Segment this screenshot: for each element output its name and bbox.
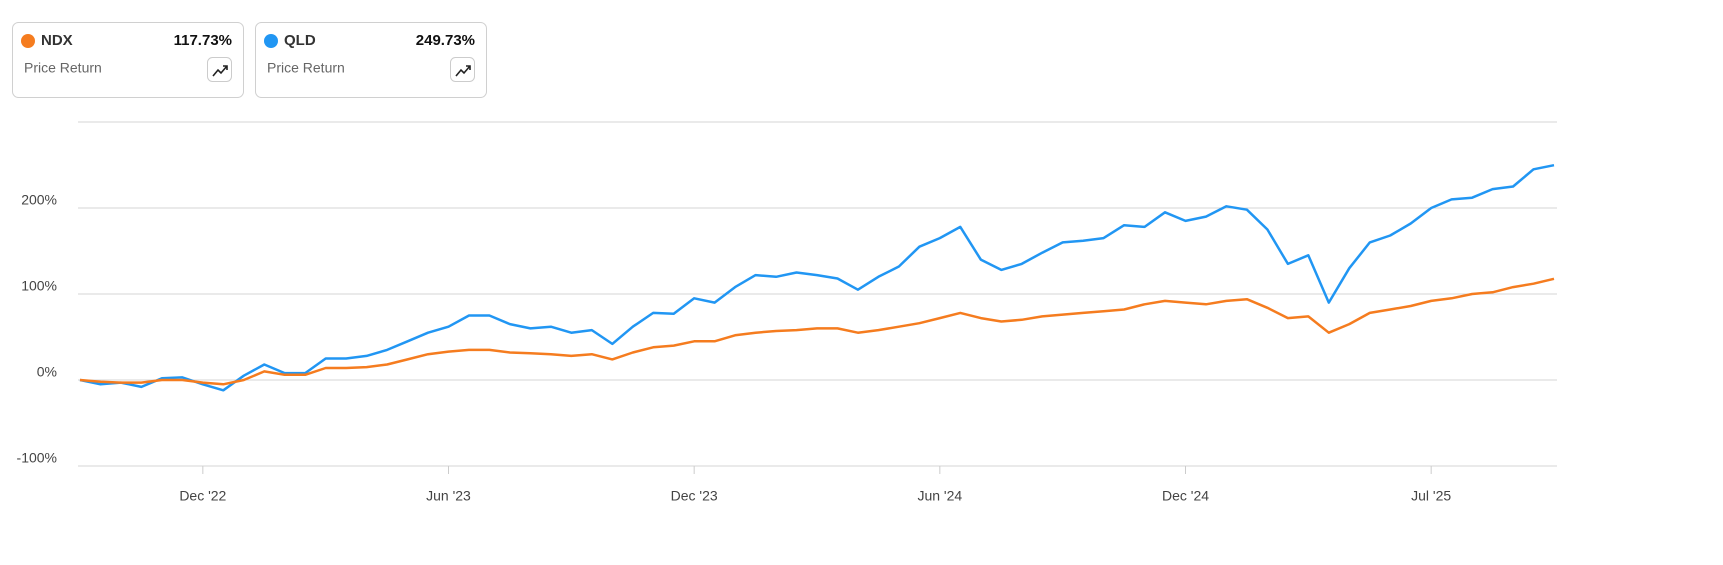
x-tick-label: Dec '23 [671, 488, 718, 504]
y-tick-label: 200% [21, 192, 57, 208]
legend-value: 249.73% [416, 32, 475, 49]
y-tick-label: 100% [21, 278, 57, 294]
series-line [79, 277, 1555, 386]
y-tick-label: -100% [17, 450, 57, 466]
chart-icon-button[interactable] [207, 57, 232, 82]
legend-dot [21, 34, 35, 48]
legend-name: QLD [284, 32, 316, 49]
x-tick-label: Jun '24 [917, 488, 962, 504]
x-tick-label: Dec '24 [1162, 488, 1209, 504]
series-line [79, 163, 1555, 392]
legend-card[interactable] [12, 22, 244, 98]
chart-icon-button[interactable] [450, 57, 475, 82]
legend-metric: Price Return [24, 60, 102, 76]
legend-value: 117.73% [174, 32, 232, 49]
x-tick-label: Dec '22 [179, 488, 226, 504]
x-tick-label: Jun '23 [426, 488, 471, 504]
chart-icon [455, 65, 471, 77]
x-tick-label: Jul '25 [1411, 488, 1451, 504]
y-tick-label: 0% [37, 364, 57, 380]
legend-card[interactable] [255, 22, 487, 98]
chart-icon [212, 65, 228, 77]
legend-metric: Price Return [267, 60, 345, 76]
legend-name: NDX [41, 32, 73, 49]
legend-dot [264, 34, 278, 48]
